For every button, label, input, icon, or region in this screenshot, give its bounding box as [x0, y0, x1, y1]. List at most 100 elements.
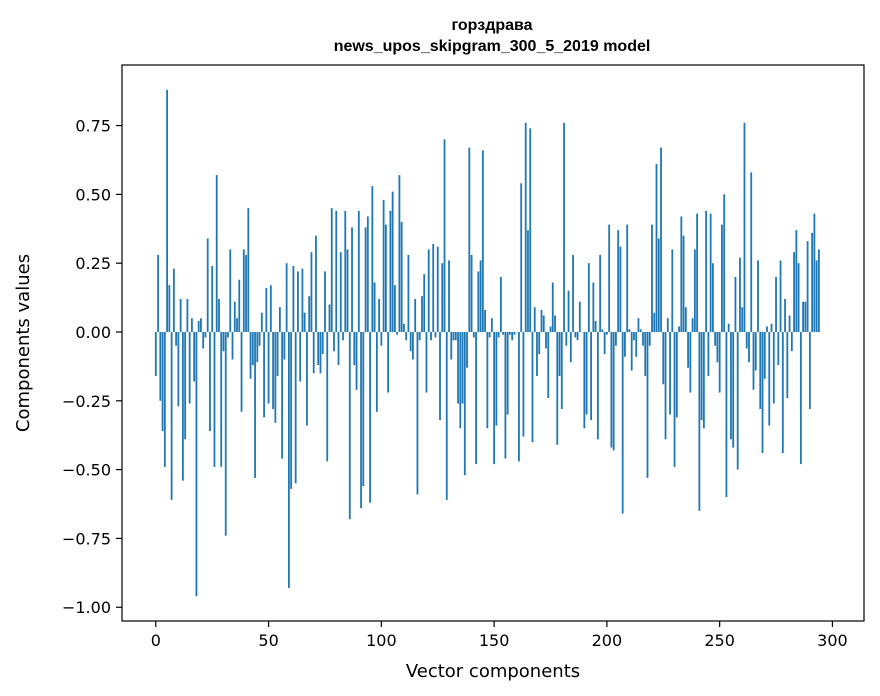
bar — [355, 331, 358, 390]
bar — [439, 331, 441, 421]
bar — [587, 263, 590, 332]
bar — [470, 254, 473, 332]
bar — [723, 194, 726, 332]
bar — [790, 331, 793, 352]
bar — [337, 331, 340, 366]
bar — [479, 260, 482, 332]
bar — [430, 331, 432, 341]
bar — [520, 183, 523, 332]
bar — [727, 323, 730, 332]
bar — [504, 331, 507, 459]
bar — [353, 331, 356, 366]
bar — [502, 331, 505, 335]
bar — [191, 318, 193, 332]
bar — [274, 331, 277, 423]
bar — [671, 249, 674, 332]
bar — [657, 238, 660, 332]
bar — [412, 331, 414, 360]
bar — [366, 216, 369, 332]
bar — [278, 307, 281, 332]
bar — [306, 331, 308, 426]
bar — [524, 122, 527, 332]
bar — [339, 252, 342, 332]
y-ticks: −1.00 −0.75 −0.50 −0.25 0.00 0.25 0.50 0.75 — [62, 117, 122, 617]
bar — [333, 331, 335, 352]
bar — [351, 227, 353, 332]
bar — [242, 249, 245, 332]
bar — [732, 331, 735, 448]
bar — [770, 323, 773, 332]
chart-title: горздрава — [451, 17, 532, 34]
bar — [569, 331, 572, 363]
bar — [292, 265, 295, 332]
bar — [324, 271, 326, 332]
bar — [660, 147, 662, 332]
bar — [599, 254, 602, 332]
bar — [707, 331, 710, 377]
bar — [617, 230, 620, 332]
bar — [556, 331, 559, 445]
bar — [621, 331, 624, 514]
bar — [585, 331, 588, 415]
bar — [554, 315, 556, 332]
bar — [711, 263, 714, 332]
bar — [387, 331, 390, 393]
plot-frame — [121, 64, 865, 622]
bar — [463, 331, 466, 476]
bar — [811, 232, 814, 332]
bar — [592, 282, 595, 332]
bar — [583, 331, 586, 429]
bar — [360, 331, 362, 509]
bar — [308, 296, 311, 332]
bar — [209, 331, 211, 432]
bar — [179, 298, 182, 332]
bar — [218, 298, 220, 332]
bar — [436, 246, 439, 332]
bar — [188, 331, 191, 404]
bar — [745, 331, 748, 349]
bar — [195, 331, 198, 597]
bar — [644, 331, 647, 377]
bar — [806, 241, 809, 332]
bar — [669, 331, 671, 415]
bar — [752, 331, 755, 390]
bar — [705, 210, 708, 332]
bar — [175, 331, 178, 346]
bar — [518, 331, 520, 462]
bar — [384, 224, 387, 332]
bar — [734, 276, 737, 332]
bar — [357, 210, 360, 332]
bar — [389, 210, 392, 332]
bar — [475, 331, 477, 465]
bar — [414, 298, 417, 332]
bar — [441, 263, 444, 332]
bar — [427, 249, 430, 332]
bar — [391, 191, 394, 332]
bar — [560, 331, 563, 410]
bar — [511, 331, 514, 341]
bar — [260, 312, 263, 332]
bar — [256, 331, 259, 363]
bar — [633, 331, 635, 341]
bar — [655, 164, 658, 332]
bar — [258, 331, 261, 346]
bar — [567, 290, 570, 332]
bar — [466, 331, 468, 368]
x-tick-label: 250 — [704, 631, 735, 650]
bar — [748, 331, 750, 363]
bar — [434, 331, 437, 338]
bar — [290, 331, 293, 489]
bar — [666, 318, 669, 332]
bar — [238, 279, 241, 332]
bar — [272, 331, 274, 410]
bar — [509, 331, 511, 335]
bar — [817, 249, 820, 332]
bar — [542, 315, 545, 332]
x-tick-label: 0 — [151, 631, 161, 650]
bar — [527, 230, 529, 332]
bar — [605, 331, 608, 335]
bar — [619, 246, 622, 332]
bar — [170, 331, 173, 500]
bar — [608, 224, 611, 332]
bar — [281, 331, 284, 459]
